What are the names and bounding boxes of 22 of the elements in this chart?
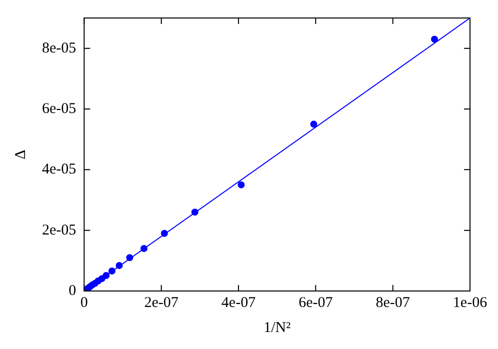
y-tick-label: 2e-05 — [42, 222, 76, 238]
y-tick-label: 4e-05 — [42, 162, 76, 178]
x-axis-title: 1/N² — [264, 320, 292, 336]
point — [191, 208, 198, 216]
y-tick-label: 0 — [68, 282, 76, 299]
x-tick-label: 8e-07 — [376, 294, 410, 311]
point — [140, 245, 148, 252]
point — [431, 36, 438, 43]
point — [108, 267, 116, 274]
x-tick-label: 0 — [80, 294, 88, 311]
x-tick-label: 2e-07 — [144, 294, 179, 311]
x-tick-label: 1e-06 — [452, 294, 488, 311]
point — [160, 230, 168, 237]
x-tick-label: 4e-07 — [221, 294, 256, 311]
x-tick-label: 6e-07 — [298, 294, 334, 311]
y-tick-label: 8e-05 — [42, 40, 76, 56]
y-tick-label: 6e-05 — [42, 100, 76, 117]
point — [310, 120, 318, 128]
point — [116, 262, 123, 270]
y-axis-title: Δ — [12, 149, 29, 160]
point — [238, 181, 245, 188]
point — [126, 254, 134, 262]
